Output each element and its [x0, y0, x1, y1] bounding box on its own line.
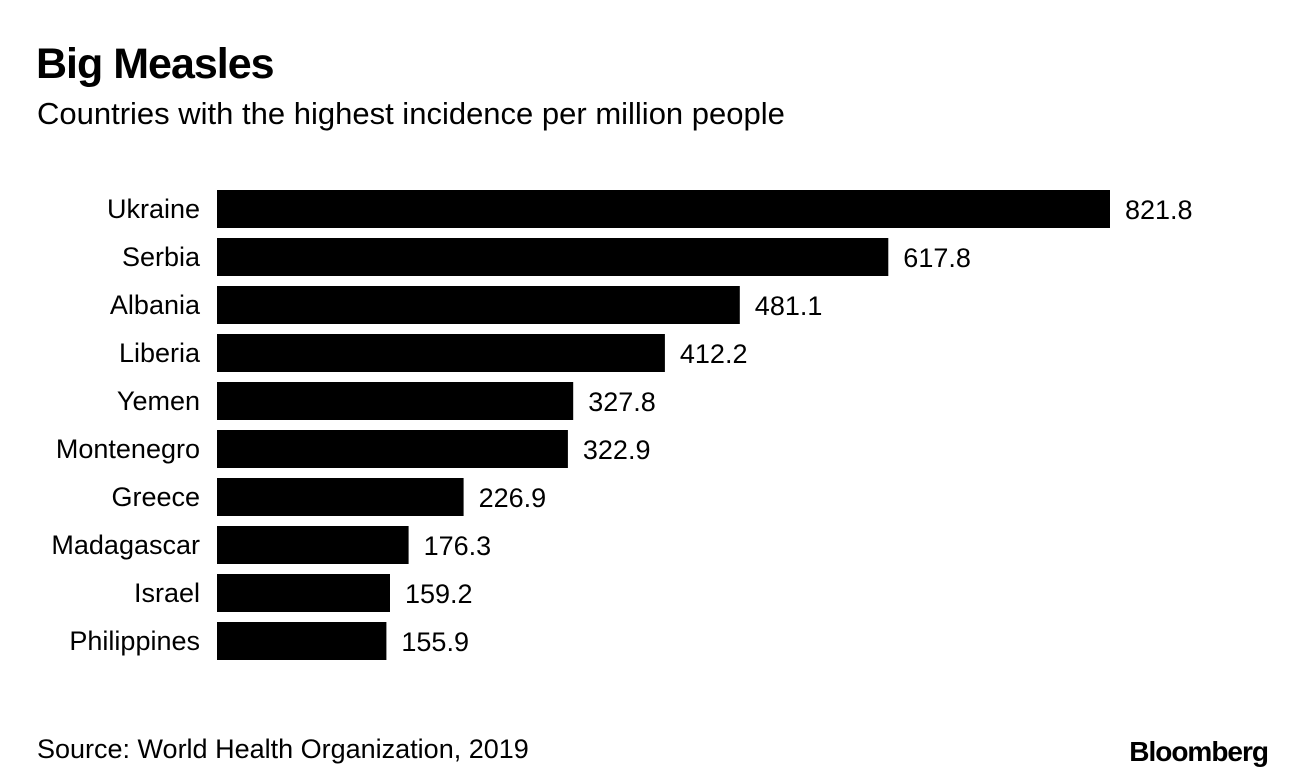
- chart-title: Big Measles: [36, 40, 275, 88]
- value-label-albania: 481.1: [755, 291, 823, 321]
- value-label-liberia: 412.2: [680, 339, 748, 369]
- value-label-montenegro: 322.9: [583, 435, 651, 465]
- value-label-ukraine: 821.8: [1125, 195, 1193, 225]
- value-label-philippines: 155.9: [401, 627, 469, 657]
- bar-albania: [217, 286, 740, 324]
- bar-yemen: [217, 382, 574, 420]
- bar-montenegro: [217, 430, 568, 468]
- bar-liberia: [217, 334, 665, 372]
- value-label-yemen: 327.8: [588, 387, 656, 417]
- category-label-ukraine: Ukraine: [107, 194, 200, 224]
- bar-greece: [217, 478, 464, 516]
- bar-serbia: [217, 238, 889, 276]
- bloomberg-logo: Bloomberg: [1129, 736, 1269, 767]
- value-label-madagascar: 176.3: [424, 531, 492, 561]
- category-label-yemen: Yemen: [117, 386, 200, 416]
- value-label-greece: 226.9: [479, 483, 547, 513]
- category-label-serbia: Serbia: [122, 242, 201, 272]
- category-label-montenegro: Montenegro: [56, 434, 200, 464]
- bar-israel: [217, 574, 390, 612]
- category-label-albania: Albania: [110, 290, 201, 320]
- bar-madagascar: [217, 526, 409, 564]
- chart-subtitle: Countries with the highest incidence per…: [37, 96, 785, 131]
- category-label-greece: Greece: [111, 482, 200, 512]
- bar-philippines: [217, 622, 387, 660]
- source-note: Source: World Health Organization, 2019: [37, 734, 529, 764]
- category-label-israel: Israel: [134, 578, 200, 608]
- category-label-philippines: Philippines: [69, 626, 200, 656]
- bar-ukraine: [217, 190, 1110, 228]
- value-label-israel: 159.2: [405, 579, 473, 609]
- category-label-liberia: Liberia: [119, 338, 201, 368]
- category-label-madagascar: Madagascar: [51, 530, 200, 560]
- value-label-serbia: 617.8: [903, 243, 971, 273]
